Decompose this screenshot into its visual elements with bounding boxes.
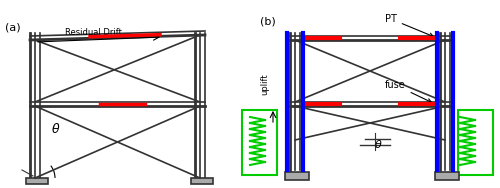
Bar: [458, 110, 493, 175]
Bar: [26, 178, 48, 184]
Bar: [435, 172, 459, 180]
Bar: [285, 172, 309, 180]
Text: PT: PT: [385, 14, 434, 37]
Text: fuse: fuse: [385, 80, 432, 102]
Text: (a): (a): [5, 22, 20, 32]
Text: (b): (b): [260, 17, 276, 27]
Text: Residual Drift: Residual Drift: [65, 28, 122, 37]
Bar: [191, 178, 213, 184]
Text: θ: θ: [375, 140, 382, 150]
Text: uplift: uplift: [260, 73, 269, 95]
Bar: [242, 110, 277, 175]
Text: θ: θ: [52, 123, 60, 136]
